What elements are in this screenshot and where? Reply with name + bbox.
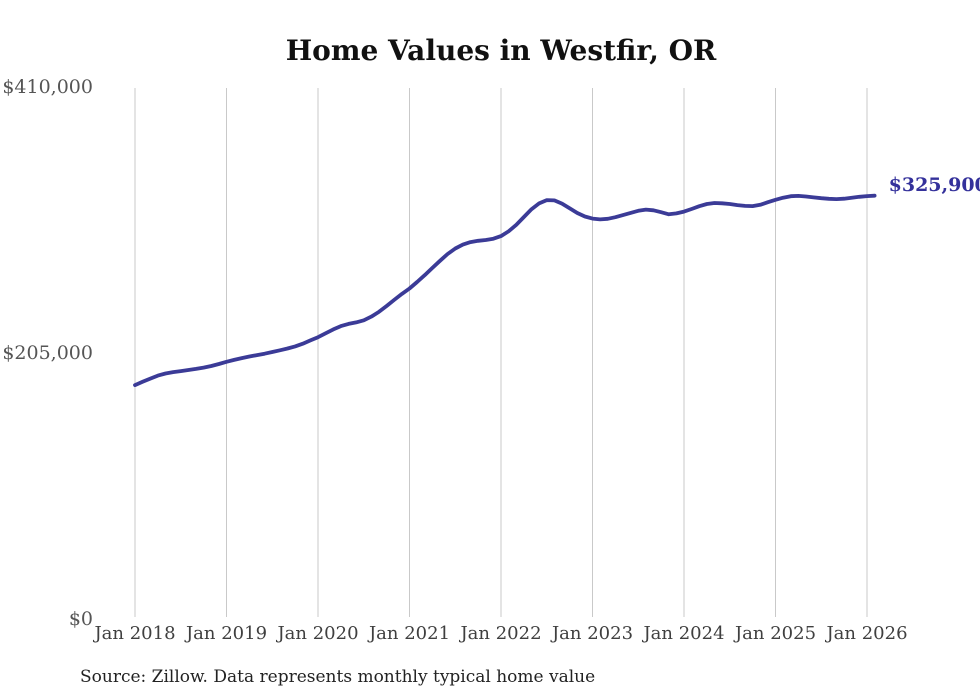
x-axis-tick-label: Jan 2018 [94, 623, 176, 644]
x-axis-tick-label: Jan 2020 [277, 623, 359, 644]
chart-title: Home Values in Westfir, OR [285, 34, 717, 67]
end-value-label: $325,900 [888, 173, 980, 196]
x-axis-tick-label: Jan 2022 [460, 623, 542, 644]
y-axis-tick-label: $410,000 [2, 75, 93, 98]
y-axis-tick-label: $205,000 [2, 341, 93, 364]
x-axis-tick-label: Jan 2026 [826, 623, 908, 644]
home-value-line [133, 193, 877, 387]
x-axis-tick-label: Jan 2019 [185, 623, 268, 644]
y-axis-tick-label: $0 [68, 608, 93, 630]
x-axis-tick-label: Jan 2025 [734, 623, 817, 644]
source-note: Source: Zillow. Data represents monthly … [80, 667, 596, 687]
x-axis-tick-label: Jan 2023 [551, 623, 634, 644]
x-axis-tick-label: Jan 2024 [643, 623, 725, 644]
x-axis-tick-label: Jan 2021 [368, 623, 451, 644]
